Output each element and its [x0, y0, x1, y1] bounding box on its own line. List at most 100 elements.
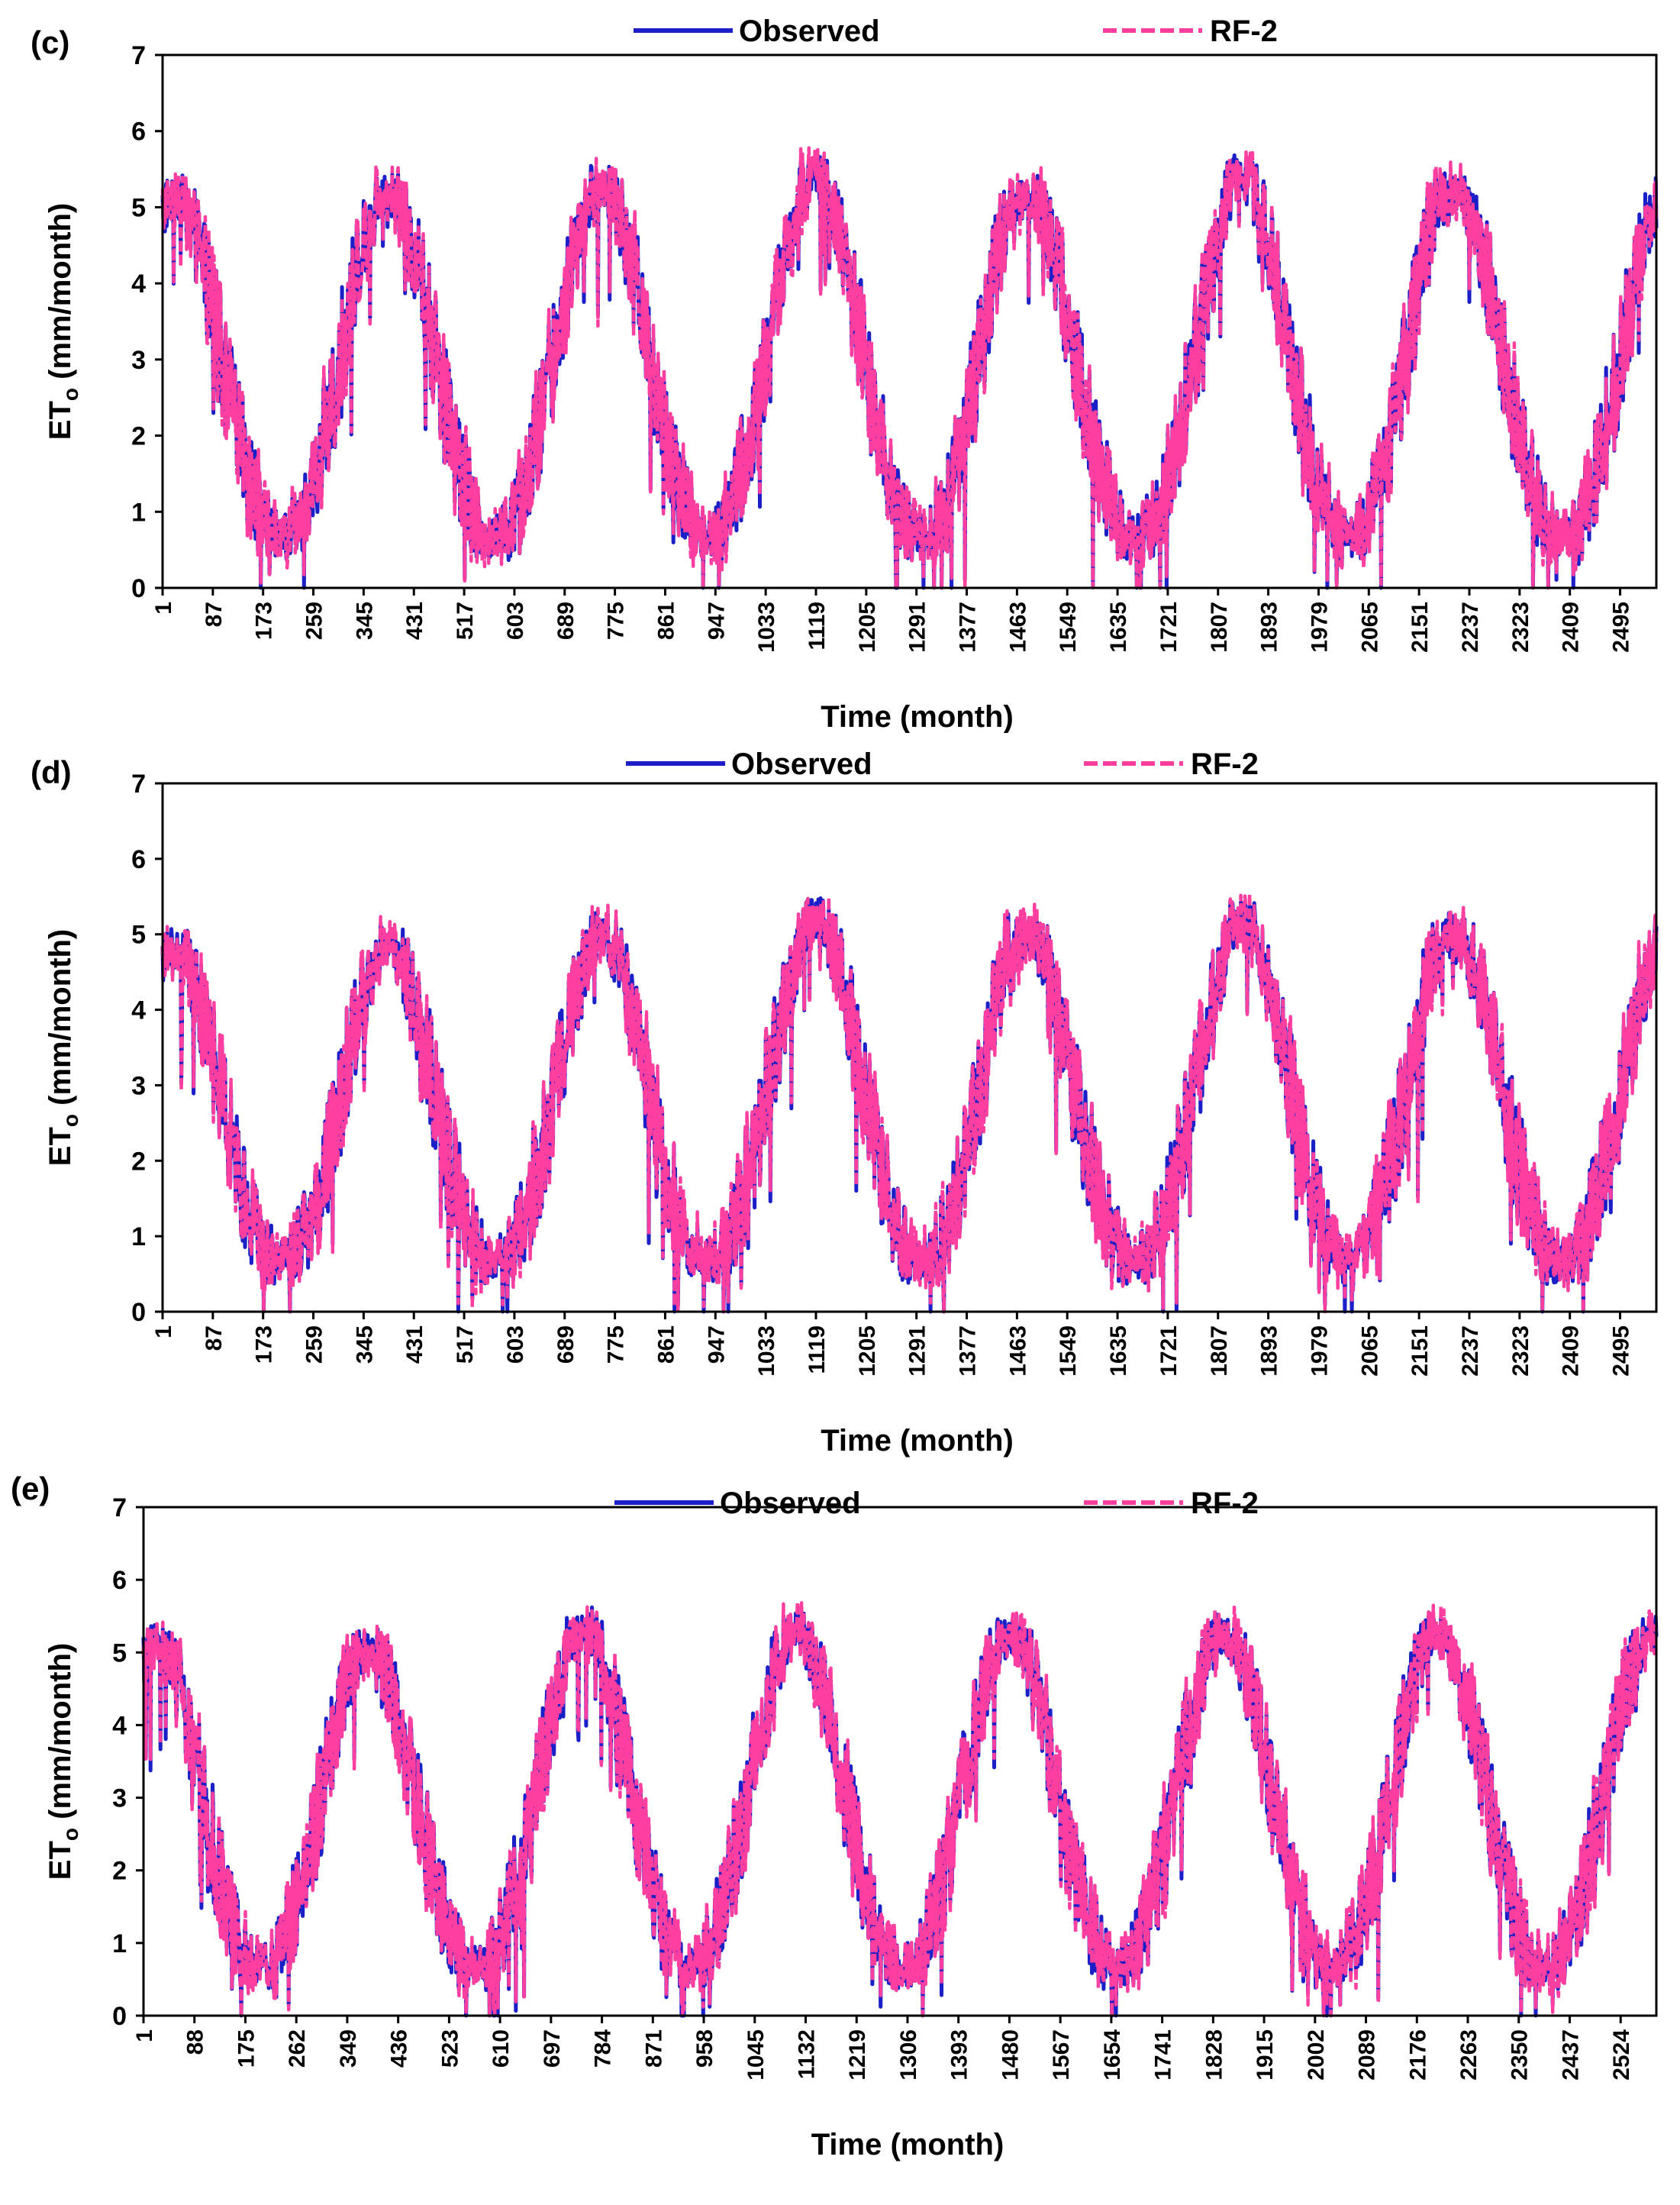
y-tick-label: 3 [131, 1071, 146, 1100]
x-tick-label: 523 [437, 2029, 463, 2068]
x-tick-label: 610 [489, 2029, 514, 2068]
y-axis-title-unit: (mm/month) [44, 1643, 77, 1828]
x-tick-label: 1549 [1056, 602, 1081, 653]
x-tick-label: 173 [252, 602, 277, 640]
legend-observed-label: Observed [731, 747, 872, 781]
x-tick-label: 1205 [855, 602, 880, 653]
y-tick-label: 2 [112, 1857, 127, 1886]
x-tick-label: 1132 [795, 2029, 820, 2079]
x-tick-label: 1306 [896, 2029, 921, 2081]
x-tick-label: 1893 [1257, 1325, 1282, 1377]
x-tick-label: 697 [540, 2029, 565, 2068]
y-tick-label: 1 [131, 1222, 146, 1251]
x-tick-label: 1377 [956, 602, 981, 653]
x-tick-label: 958 [692, 2029, 717, 2068]
x-tick-label: 2437 [1558, 2029, 1583, 2081]
y-tick-label: 3 [131, 346, 146, 375]
x-tick-label: 1205 [855, 1325, 880, 1377]
plot-frame-border [161, 782, 1658, 1313]
series-rf2-line [160, 146, 1659, 590]
y-tick-label: 3 [112, 1784, 127, 1813]
x-tick-label: 947 [704, 602, 729, 640]
x-tick-label: 1915 [1253, 2029, 1278, 2081]
x-tick-label: 1033 [754, 1325, 779, 1377]
y-axis-title: ETo (mm/month) [44, 1643, 82, 1880]
x-tick-label: 1 [151, 1325, 176, 1338]
x-tick-label: 1393 [947, 2029, 972, 2081]
x-tick-label: 2350 [1507, 2029, 1533, 2081]
x-tick-label: 1741 [1151, 2029, 1176, 2081]
y-tick-label: 0 [131, 1298, 146, 1327]
x-tick-label: 1119 [805, 1325, 830, 1374]
x-tick-label: 87 [202, 1325, 227, 1351]
x-tick-label: 1 [132, 2029, 157, 2042]
x-tick-label: 259 [302, 602, 327, 640]
plot-frame-border [161, 53, 1658, 589]
x-tick-label: 2323 [1508, 1325, 1533, 1377]
y-tick-label: 2 [131, 422, 146, 451]
x-tick-label: 784 [591, 2029, 616, 2068]
x-tick-label: 517 [453, 602, 478, 640]
y-tick-label: 7 [112, 1493, 127, 1522]
x-tick-label: 1654 [1100, 2029, 1125, 2081]
x-tick-label: 689 [553, 602, 579, 640]
y-tick-label: 5 [131, 193, 146, 222]
x-tick-label: 1721 [1156, 1325, 1182, 1377]
x-tick-label: 2176 [1405, 2029, 1430, 2081]
y-tick-label: 6 [131, 118, 146, 147]
y-tick-label: 2 [131, 1147, 146, 1176]
x-tick-label: 1377 [956, 1325, 981, 1377]
x-tick-label: 345 [352, 1325, 377, 1364]
legend-observed-label: Observed [720, 1487, 861, 1520]
x-tick-label: 775 [604, 602, 629, 640]
x-tick-label: 2323 [1508, 602, 1533, 653]
x-tick-label: 2524 [1609, 2029, 1634, 2081]
x-tick-label: 1463 [1005, 602, 1030, 653]
x-tick-label: 173 [252, 1325, 277, 1364]
x-tick-label: 2495 [1609, 1325, 1634, 1377]
x-axis-title: Time (month) [821, 700, 1014, 733]
plot-frame-border [142, 1506, 1658, 2017]
y-tick-label: 6 [131, 845, 146, 874]
y-axis-title: ETo (mm/month) [44, 203, 82, 440]
x-tick-label: 431 [402, 602, 427, 640]
y-axis-title-unit: (mm/month) [44, 203, 77, 388]
x-tick-label: 861 [653, 602, 679, 640]
panel-label: (d) [31, 754, 72, 790]
panel-label: (e) [11, 1471, 50, 1506]
x-tick-label: 2065 [1357, 1325, 1382, 1377]
x-tick-label: 2151 [1408, 602, 1433, 653]
x-tick-label: 2409 [1559, 602, 1584, 653]
x-tick-label: 1979 [1307, 602, 1332, 653]
x-tick-label: 1828 [1201, 2029, 1227, 2081]
legend-observed-label: Observed [739, 15, 880, 48]
x-tick-label: 1549 [1056, 1325, 1081, 1377]
y-tick-label: 7 [131, 41, 146, 70]
x-tick-label: 1291 [905, 1325, 930, 1377]
y-tick-label: 6 [112, 1566, 127, 1595]
x-tick-label: 689 [553, 1325, 579, 1364]
x-tick-label: 603 [503, 602, 528, 640]
x-tick-label: 2409 [1559, 1325, 1584, 1377]
y-tick-label: 4 [131, 996, 146, 1025]
x-tick-label: 436 [387, 2029, 412, 2068]
legend-rf2-label: RF-2 [1191, 1487, 1259, 1520]
y-axis-title: ETo (mm/month) [44, 929, 82, 1166]
x-tick-label: 345 [352, 602, 377, 640]
y-axis-title-main: ET [44, 401, 77, 440]
x-tick-label: 259 [302, 1325, 327, 1364]
x-tick-label: 262 [285, 2029, 310, 2068]
x-tick-label: 2495 [1609, 602, 1634, 653]
x-tick-label: 175 [234, 2029, 259, 2068]
y-tick-label: 0 [131, 574, 146, 603]
x-tick-label: 1 [151, 602, 176, 615]
panel-label: (c) [31, 24, 69, 60]
x-tick-label: 1463 [1005, 1325, 1030, 1377]
series-rf2-line [160, 891, 1659, 1314]
x-tick-label: 861 [653, 1325, 679, 1364]
x-tick-label: 947 [704, 1325, 729, 1364]
y-tick-label: 1 [131, 498, 146, 527]
x-tick-label: 431 [402, 1325, 427, 1364]
